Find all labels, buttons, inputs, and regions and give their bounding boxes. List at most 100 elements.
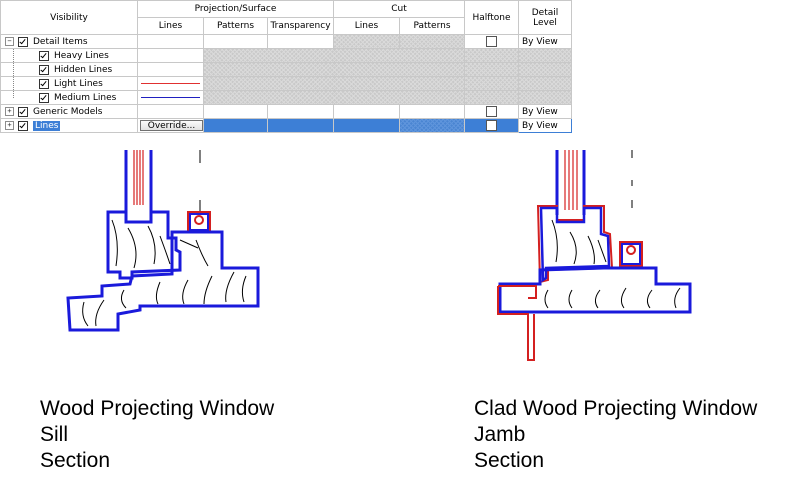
expand-icon[interactable]: + <box>5 107 14 116</box>
proj-lines-cell[interactable] <box>137 104 204 119</box>
proj-patterns-cell[interactable] <box>203 34 268 49</box>
disabled-cells <box>203 48 465 63</box>
header-visibility[interactable]: Visibility <box>0 0 138 35</box>
proj-lines-cell[interactable] <box>137 34 204 49</box>
halftone-checkbox[interactable] <box>486 120 497 131</box>
row-light-lines[interactable]: Light Lines <box>0 76 590 91</box>
subcategory-name: Medium Lines <box>54 92 117 103</box>
row-medium-lines[interactable]: Medium Lines <box>0 90 590 105</box>
subcategory-name: Hidden Lines <box>54 64 113 75</box>
visibility-graphics-grid: Visibility Projection/Surface Cut Halfto… <box>0 0 590 150</box>
row-name-cell: Light Lines <box>0 76 138 91</box>
sash-glazing <box>124 150 201 215</box>
visibility-checkbox[interactable] <box>39 78 49 89</box>
jamb-glazing <box>555 150 633 215</box>
jamb-frame <box>498 266 692 314</box>
header-spacer <box>571 0 590 35</box>
override-button[interactable]: Override... <box>140 120 203 131</box>
proj-lines-cell[interactable]: Override... <box>137 118 204 133</box>
cut-lines-cell[interactable] <box>333 104 400 119</box>
header-detail-level-line2: Level <box>533 17 557 28</box>
halftone-cell[interactable] <box>464 104 519 119</box>
proj-transparency-cell[interactable] <box>267 118 334 133</box>
halftone-checkbox[interactable] <box>486 36 497 47</box>
grid-gutter <box>571 118 590 133</box>
left-caption-type: Section <box>40 449 111 472</box>
row-detail-items[interactable]: − Detail Items By View <box>0 34 590 49</box>
visibility-checkbox[interactable] <box>18 106 28 117</box>
proj-transparency-cell[interactable] <box>267 104 334 119</box>
row-name-cell: Medium Lines <box>0 90 138 105</box>
proj-patterns-cell[interactable] <box>203 104 268 119</box>
visibility-checkbox[interactable] <box>18 36 28 47</box>
row-name-cell: Hidden Lines <box>0 62 138 77</box>
left-caption-title: Wood Projecting Window <box>40 397 275 420</box>
grid-gutter <box>572 49 590 63</box>
proj-transparency-cell[interactable] <box>267 34 334 49</box>
jamb-section-drawing <box>497 150 692 361</box>
header-projection-surface: Projection/Surface <box>137 0 334 18</box>
expand-icon[interactable]: + <box>5 121 14 130</box>
weatherstrip-bulb <box>194 215 204 225</box>
detail-level-cell[interactable]: By View <box>518 118 572 133</box>
header-cut: Cut <box>333 0 465 18</box>
visibility-checkbox[interactable] <box>18 120 28 131</box>
proj-patterns-cell[interactable] <box>203 118 268 133</box>
left-caption: Wood Projecting Window Sill Section <box>40 396 274 474</box>
header-detail-level[interactable]: Detail Level <box>518 0 572 35</box>
cut-patterns-cell[interactable] <box>399 104 465 119</box>
line-sample-blue <box>141 97 200 98</box>
detail-level-cell <box>518 48 572 63</box>
proj-lines-cell[interactable] <box>137 76 204 91</box>
detail-level-cell[interactable]: By View <box>518 34 572 49</box>
proj-lines-cell[interactable] <box>137 90 204 105</box>
sash-rail <box>106 210 182 280</box>
row-lines-selected[interactable]: + Lines Override... By View <box>0 118 590 133</box>
header-proj-transparency[interactable]: Transparency <box>267 17 334 35</box>
row-hidden-lines[interactable]: Hidden Lines <box>0 62 590 77</box>
header-proj-lines[interactable]: Lines <box>137 17 204 35</box>
collapse-icon[interactable]: − <box>5 37 14 46</box>
cut-lines-cell[interactable] <box>333 118 400 133</box>
row-name-cell: + Lines <box>0 118 138 133</box>
grid-gutter <box>572 91 590 105</box>
jamb-wood-grain <box>544 219 681 309</box>
header-cut-patterns[interactable]: Patterns <box>399 17 465 35</box>
right-caption-title: Clad Wood Projecting Window <box>474 397 758 420</box>
tree-connector <box>13 63 14 76</box>
proj-lines-cell[interactable] <box>137 62 204 77</box>
detail-level-cell <box>518 76 572 91</box>
header-cut-lines[interactable]: Lines <box>333 17 400 35</box>
detail-level-cell <box>518 90 572 105</box>
visibility-table: Visibility Projection/Surface Cut Halfto… <box>0 0 590 133</box>
jamb-weatherstrip <box>619 241 643 267</box>
detail-level-cell[interactable]: By View <box>518 104 572 119</box>
grid-gutter <box>572 77 590 91</box>
row-name-cell: − Detail Items <box>0 34 138 49</box>
category-name: Detail Items <box>33 36 88 47</box>
subcategory-name: Light Lines <box>54 78 103 89</box>
halftone-cell <box>464 76 519 91</box>
header-proj-patterns[interactable]: Patterns <box>203 17 268 35</box>
visibility-checkbox[interactable] <box>39 92 49 103</box>
disabled-cells <box>203 76 465 91</box>
proj-lines-cell[interactable] <box>137 48 204 63</box>
visibility-checkbox[interactable] <box>39 64 49 75</box>
row-name-cell: + Generic Models <box>0 104 138 119</box>
visibility-checkbox[interactable] <box>39 50 49 61</box>
row-heavy-lines[interactable]: Heavy Lines <box>0 48 590 63</box>
header-halftone[interactable]: Halftone <box>464 0 519 35</box>
halftone-cell[interactable] <box>464 118 519 133</box>
right-caption-subtitle: Jamb <box>474 423 526 446</box>
halftone-cell[interactable] <box>464 34 519 49</box>
grid-gutter <box>572 63 590 77</box>
halftone-cell <box>464 90 519 105</box>
right-caption: Clad Wood Projecting Window Jamb Section <box>474 396 757 474</box>
category-name: Lines <box>33 120 61 131</box>
tree-connector <box>13 91 14 98</box>
halftone-checkbox[interactable] <box>486 106 497 117</box>
tree-connector <box>13 77 14 90</box>
row-generic-models[interactable]: + Generic Models By View <box>0 104 590 119</box>
cut-patterns-cell <box>399 118 465 133</box>
category-name: Generic Models <box>33 106 103 117</box>
